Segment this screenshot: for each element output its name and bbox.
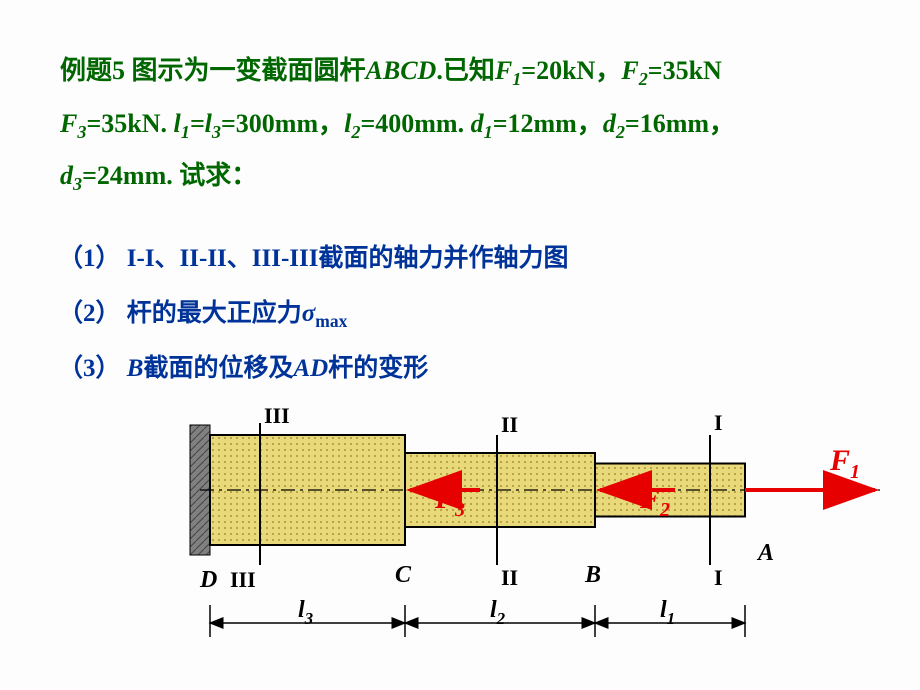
label-B: B <box>584 562 601 588</box>
F2-lbl: F <box>621 56 638 85</box>
q1-num: （1） <box>58 245 127 272</box>
d2-val: =16mm， <box>625 109 735 138</box>
l3a-sub: 3 <box>212 122 221 142</box>
d3-lbl: d <box>60 161 73 190</box>
sigma-sub: max <box>315 311 347 331</box>
q3-end: 杆的变形 <box>328 355 428 382</box>
title-prefix: 例题5 图示为一变截面圆杆 <box>60 56 366 85</box>
F1-lbl: F <box>495 56 512 85</box>
label-III-bot: III <box>230 567 256 592</box>
label-F1: F1 <box>829 444 860 483</box>
d1-sub: 1 <box>484 122 493 142</box>
question-3: （3） B截面的位移及AD杆的变形 <box>58 345 858 394</box>
F1-sub: 1 <box>512 69 521 89</box>
d1-lbl: d <box>471 109 484 138</box>
d2-sub: 2 <box>616 122 625 142</box>
label-II-bot: II <box>501 565 518 590</box>
d3-sub: 3 <box>73 174 82 194</box>
F2-sub: 2 <box>639 69 648 89</box>
l1-lbl: l <box>174 109 181 138</box>
q3-AD: AD <box>293 355 328 382</box>
F3-val: =35kN. <box>86 109 173 138</box>
q3-mid: 截面的位移及 <box>143 355 293 382</box>
l2-val: =400mm. <box>360 109 470 138</box>
label-I-bot: I <box>714 565 723 590</box>
q2-num: （2） <box>58 300 127 327</box>
rod-diagram: I I II II III III F1 F2 F3 A B C D l3 l2… <box>180 405 900 685</box>
d2-lbl: d <box>603 109 616 138</box>
l1-eq: = <box>190 109 205 138</box>
q3-B: B <box>127 355 144 382</box>
l13-val: =300mm， <box>221 109 344 138</box>
try-label: 试求： <box>179 161 257 190</box>
q3-num: （3） <box>58 355 127 382</box>
sigma-symbol: σ <box>302 300 315 327</box>
label-III-top: III <box>264 405 290 428</box>
label-II-top: II <box>501 412 518 437</box>
F2-val: =35kN <box>648 56 722 85</box>
diagram-svg: I I II II III III F1 F2 F3 A B C D l3 l2… <box>180 405 900 685</box>
d3-val: =24mm. <box>82 161 179 190</box>
l3a-lbl: l <box>205 109 212 138</box>
known-label: .已知 <box>436 56 495 85</box>
q1-txt: 截面的轴力并作轴力图 <box>319 245 569 272</box>
label-A: A <box>756 540 774 566</box>
questions-block: （1） I-I、II-II、III-III截面的轴力并作轴力图 （2） 杆的最大… <box>58 235 858 399</box>
q2-txt: 杆的最大正应力 <box>127 300 302 327</box>
q1-sections: I-I、II-II、III-III <box>127 245 319 272</box>
rod-name: ABCD <box>366 56 437 85</box>
label-C: C <box>395 562 412 588</box>
label-D: D <box>199 567 217 593</box>
question-2: （2） 杆的最大正应力σmax <box>58 290 858 339</box>
F1-val: =20kN， <box>521 56 621 85</box>
label-I-top: I <box>714 410 723 435</box>
l1-sub: 1 <box>181 122 190 142</box>
question-1: （1） I-I、II-II、III-III截面的轴力并作轴力图 <box>58 235 858 284</box>
d1-val: =12mm， <box>493 109 603 138</box>
F3-lbl: F <box>60 109 77 138</box>
problem-statement: 例题5 图示为一变截面圆杆ABCD.已知F1=20kN，F2=35kN F3=3… <box>60 45 870 203</box>
